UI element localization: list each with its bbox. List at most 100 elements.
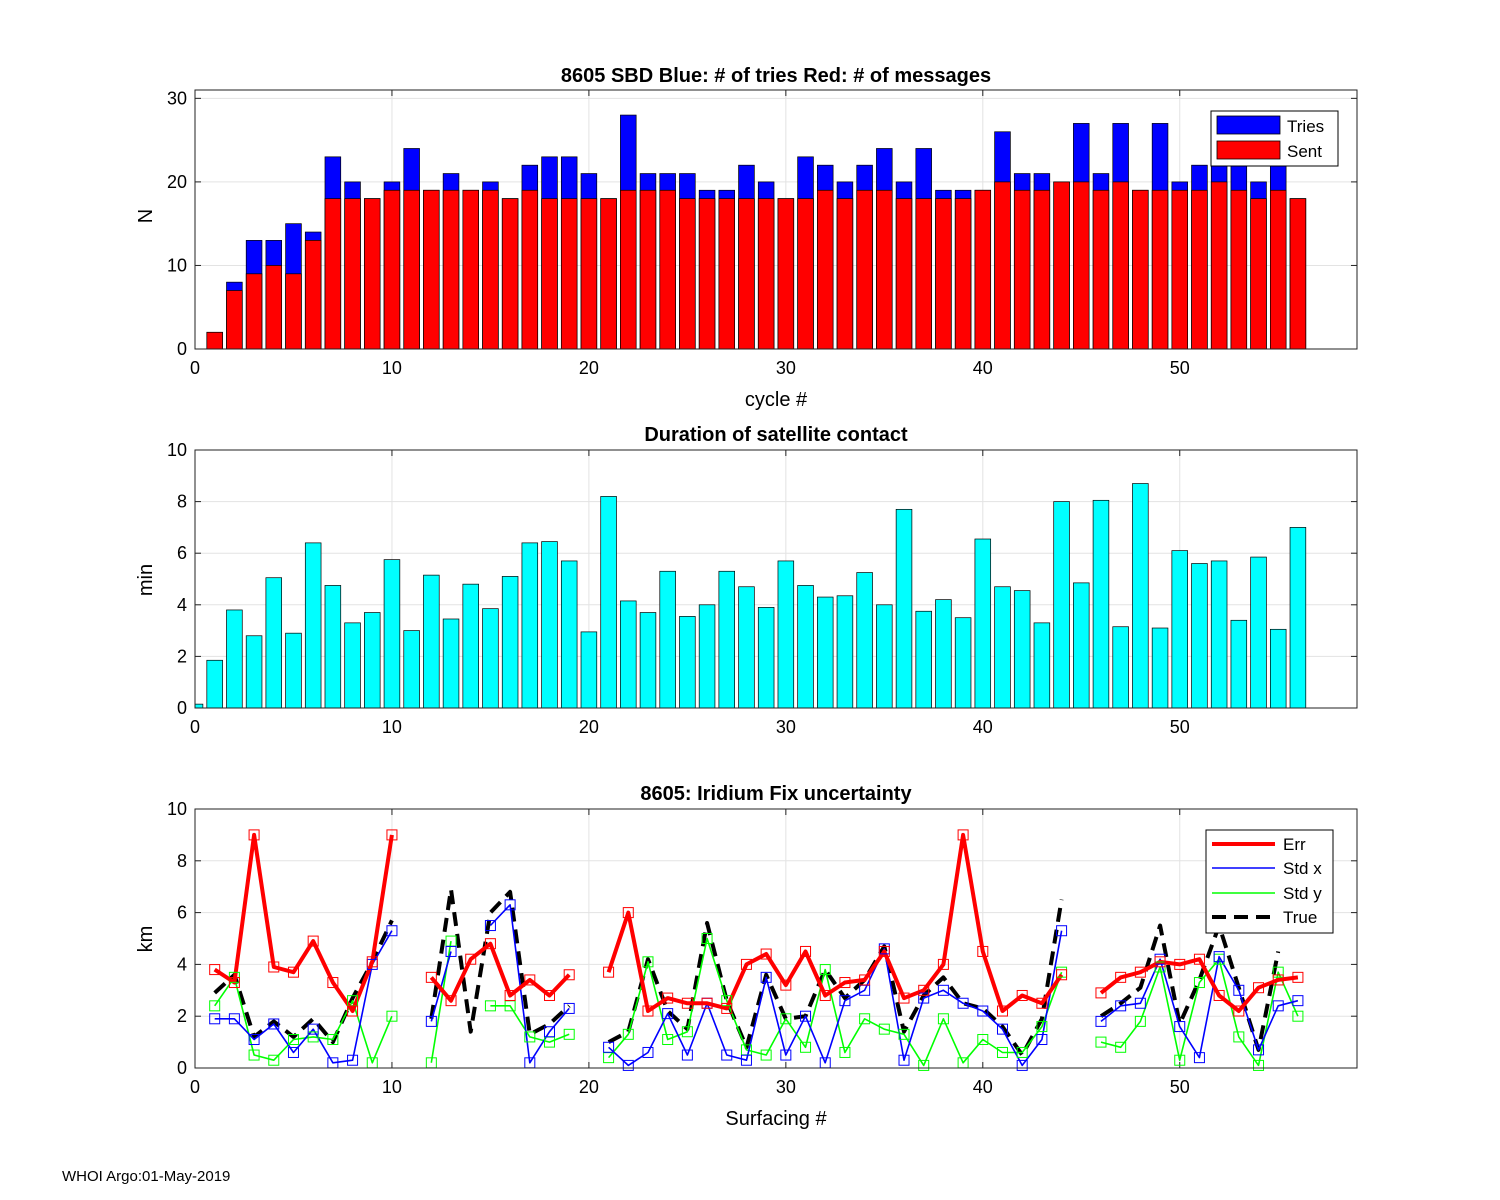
fix-xtick-label-1: 10 xyxy=(382,1077,402,1097)
stdy-marker-41 xyxy=(996,1046,1008,1058)
stdy-marker-22 xyxy=(622,1028,634,1040)
stdx-marker-27 xyxy=(721,1049,733,1061)
err-marker-34 xyxy=(859,974,871,986)
sent-bar-41 xyxy=(994,181,1011,350)
err-marker-43 xyxy=(1036,997,1048,1009)
footer-credit: WHOI Argo:01-May-2019 xyxy=(62,1168,231,1185)
stdy-marker-35 xyxy=(878,1023,890,1035)
stdx-marker-8 xyxy=(347,1054,359,1066)
stdx-marker-37 xyxy=(918,992,930,1004)
stdx-marker-50 xyxy=(1174,1021,1186,1033)
sent-bar-56 xyxy=(1289,198,1307,350)
duration-bar-46 xyxy=(1092,499,1110,709)
sent-bar-33 xyxy=(836,198,854,350)
stdy-marker-29 xyxy=(760,1049,772,1061)
duration-bar-36 xyxy=(895,508,913,709)
sent-bar-21 xyxy=(600,198,617,350)
duration-bar-29 xyxy=(757,607,775,709)
stdy-marker-1 xyxy=(209,1000,221,1012)
duration-bar-35 xyxy=(876,604,893,709)
err-marker-23 xyxy=(642,1005,654,1017)
stdy-marker-54 xyxy=(1253,1059,1265,1071)
err-marker-1 xyxy=(209,964,221,976)
err-marker-29 xyxy=(760,948,772,960)
err-marker-41 xyxy=(996,1005,1008,1017)
duration-xtick-label-3: 30 xyxy=(776,717,796,737)
sent-bar-29 xyxy=(757,198,775,350)
stdy-marker-38 xyxy=(937,1013,949,1025)
sent-bar-45 xyxy=(1073,181,1090,350)
sent-bar-35 xyxy=(876,189,893,350)
stdy-marker-30 xyxy=(780,1013,792,1025)
stdy-marker-27 xyxy=(721,995,733,1007)
stdx-marker-53 xyxy=(1233,984,1245,996)
sbd-xtick-label-5: 50 xyxy=(1170,358,1190,378)
sent-bar-42 xyxy=(1013,189,1031,350)
duration-bar-19 xyxy=(560,560,578,709)
sent-bar-28 xyxy=(738,198,755,350)
tries-legend-swatch xyxy=(1216,115,1281,135)
err-marker-48 xyxy=(1134,966,1146,978)
stdy-legend-label: Std y xyxy=(1283,884,1322,903)
sbd-xtick-label-2: 20 xyxy=(579,358,599,378)
stdx-marker-21 xyxy=(603,1041,615,1053)
stdx-marker-31 xyxy=(800,1010,812,1022)
err-marker-36 xyxy=(898,992,910,1004)
stdx-marker-55 xyxy=(1272,1000,1284,1012)
duration-bar-54 xyxy=(1250,556,1267,709)
sbd-bars xyxy=(206,114,1307,350)
duration-bar-31 xyxy=(797,585,814,709)
duration-bar-28 xyxy=(738,586,755,709)
sent-bar-36 xyxy=(895,198,913,350)
duration-bar-44 xyxy=(1053,501,1070,709)
duration-bar-18 xyxy=(541,541,558,709)
stdy-marker-6 xyxy=(307,1031,319,1043)
duration-bar-48 xyxy=(1132,483,1149,709)
sent-legend-swatch xyxy=(1216,140,1281,160)
duration-bar-21 xyxy=(600,496,617,709)
stdx-marker-54 xyxy=(1253,1044,1265,1056)
fix-ytick-label-5: 10 xyxy=(167,799,187,819)
sent-bar-54 xyxy=(1250,198,1267,350)
duration-ytick-label-1: 2 xyxy=(177,646,187,666)
stdx-marker-30 xyxy=(780,1049,792,1061)
sent-bar-18 xyxy=(541,198,558,350)
true-legend-label: True xyxy=(1283,908,1317,927)
stdy-marker-5 xyxy=(287,1034,299,1046)
stdx-marker-16 xyxy=(504,899,516,911)
sent-bar-27 xyxy=(718,198,735,350)
duration-bar-1 xyxy=(206,659,223,709)
sent-bar-11 xyxy=(403,189,420,350)
sent-legend-label: Sent xyxy=(1287,142,1322,161)
stdx-marker-56 xyxy=(1292,995,1304,1007)
sent-bar-22 xyxy=(620,189,637,350)
duration-ytick-label-4: 8 xyxy=(177,492,187,512)
err-marker-3 xyxy=(248,829,260,841)
sbd-ytick-label-1: 10 xyxy=(167,255,187,275)
stdx-marker-6 xyxy=(307,1023,319,1035)
stdy-marker-36 xyxy=(898,1028,910,1040)
sent-bar-38 xyxy=(935,198,952,350)
fix-ytick-label-3: 6 xyxy=(177,903,187,923)
duration-bar-14 xyxy=(462,583,479,709)
duration-bar-55 xyxy=(1269,628,1287,709)
stdy-marker-7 xyxy=(327,1034,339,1046)
duration-bar-52 xyxy=(1210,560,1228,709)
fix-xtick-label-3: 30 xyxy=(776,1077,796,1097)
stdx-marker-25 xyxy=(681,1049,693,1061)
fix-xtick-label-4: 40 xyxy=(973,1077,993,1097)
err-marker-6 xyxy=(307,935,319,947)
duration-bars xyxy=(194,483,1307,709)
duration-ytick-label-5: 10 xyxy=(167,440,187,460)
duration-bar-16 xyxy=(501,576,519,709)
duration-ytick-label-3: 6 xyxy=(177,543,187,563)
sbd-chart-title: 8605 SBD Blue: # of tries Red: # of mess… xyxy=(561,65,991,87)
duration-axes-frame xyxy=(194,449,1358,709)
duration-ytick-label-2: 4 xyxy=(177,595,187,615)
err-marker-13 xyxy=(445,995,457,1007)
err-marker-39 xyxy=(957,829,969,841)
duration-bar-40 xyxy=(974,538,992,709)
sent-bar-3 xyxy=(245,273,263,350)
duration-bar-23 xyxy=(639,612,657,709)
stdy-marker-46 xyxy=(1095,1036,1107,1048)
